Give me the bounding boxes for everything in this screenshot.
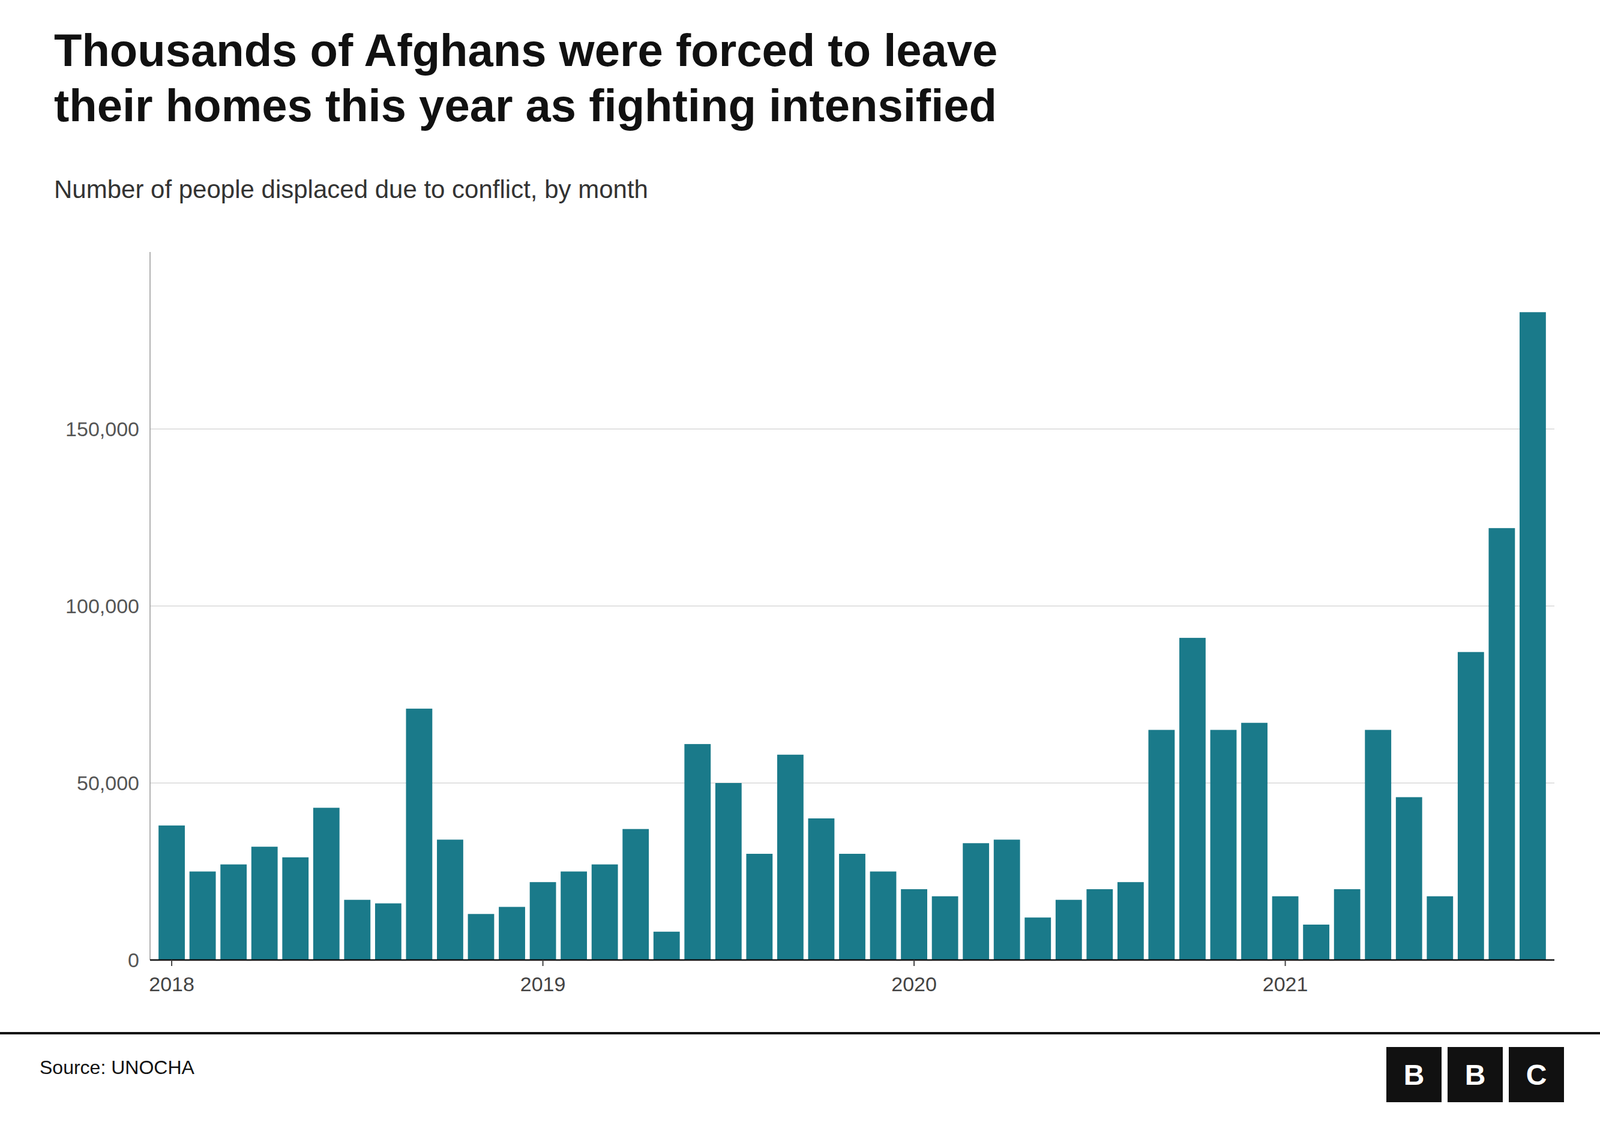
bar bbox=[1148, 730, 1176, 961]
background bbox=[0, 0, 1600, 1125]
y-tick-label: 150,000 bbox=[65, 417, 140, 441]
bar bbox=[993, 839, 1021, 961]
bar bbox=[684, 744, 711, 961]
x-tick-label: 2021 bbox=[1262, 972, 1309, 996]
x-tick-label: 2018 bbox=[148, 972, 195, 996]
source: Source: UNOCHA bbox=[39, 1056, 196, 1079]
grid-line bbox=[150, 605, 1555, 607]
bar bbox=[622, 829, 649, 961]
x-axis-line bbox=[150, 959, 1555, 962]
bar bbox=[1117, 882, 1144, 961]
bar bbox=[189, 872, 217, 961]
bar bbox=[1179, 637, 1206, 961]
y-tick-label: 0 bbox=[127, 948, 140, 972]
bar bbox=[1488, 528, 1515, 961]
y-tick-label: 50,000 bbox=[76, 771, 140, 795]
bar bbox=[1334, 889, 1361, 961]
chart: Thousands of Afghans were forced to leav… bbox=[0, 0, 1600, 1125]
x-tick-label: 2020 bbox=[891, 972, 937, 996]
x-tick bbox=[171, 960, 173, 967]
bar bbox=[468, 914, 495, 961]
bar bbox=[808, 818, 835, 961]
bar bbox=[1426, 896, 1453, 961]
bar bbox=[406, 708, 433, 961]
logo-letter: B bbox=[1403, 1059, 1425, 1092]
y-axis-line bbox=[149, 252, 151, 961]
bar bbox=[529, 882, 557, 961]
bar bbox=[1024, 917, 1051, 961]
grid bbox=[150, 429, 1555, 961]
grid-line bbox=[150, 959, 1555, 961]
bar bbox=[1055, 900, 1083, 961]
logo-letter: C bbox=[1526, 1059, 1548, 1092]
title: their homes this year as fighting intens… bbox=[54, 79, 997, 131]
grid-line bbox=[150, 428, 1555, 430]
bar bbox=[1519, 312, 1546, 961]
x-tick bbox=[542, 960, 544, 967]
bar bbox=[745, 854, 773, 961]
bar bbox=[313, 807, 340, 961]
logo-box bbox=[1386, 1047, 1442, 1103]
y-tick-label: 100,000 bbox=[65, 594, 140, 618]
bar bbox=[962, 843, 990, 961]
bar bbox=[1302, 924, 1330, 961]
bar bbox=[498, 907, 526, 961]
grid-line bbox=[150, 782, 1555, 784]
x-tick bbox=[913, 960, 915, 967]
bar bbox=[158, 825, 185, 961]
logo-box bbox=[1447, 1047, 1503, 1103]
bar bbox=[1364, 730, 1392, 961]
logo-box bbox=[1508, 1047, 1564, 1103]
bar bbox=[220, 864, 247, 961]
bar bbox=[591, 864, 619, 961]
bar bbox=[1241, 723, 1268, 961]
bar bbox=[560, 872, 587, 961]
bar bbox=[282, 857, 309, 961]
x-tick-label: 2019 bbox=[520, 972, 566, 996]
bar bbox=[777, 754, 804, 961]
logo-letter: B bbox=[1464, 1059, 1486, 1092]
bar bbox=[932, 896, 959, 961]
bar bbox=[375, 903, 402, 961]
bar bbox=[251, 846, 278, 961]
bar bbox=[1210, 730, 1237, 961]
bar bbox=[1395, 797, 1423, 961]
bar bbox=[653, 932, 680, 961]
bar bbox=[436, 839, 464, 961]
bar bbox=[1457, 652, 1485, 961]
footer-rule bbox=[0, 1032, 1600, 1035]
bar bbox=[870, 872, 897, 961]
bar bbox=[1272, 896, 1299, 961]
title: Thousands of Afghans were forced to leav… bbox=[54, 24, 998, 76]
bar bbox=[1086, 889, 1113, 961]
bars bbox=[158, 312, 1546, 961]
bar bbox=[900, 889, 928, 961]
bar bbox=[343, 900, 371, 961]
bar bbox=[839, 854, 866, 961]
x-tick bbox=[1284, 960, 1287, 967]
subtitle: Number of people displaced due to confli… bbox=[54, 175, 649, 204]
bar bbox=[715, 783, 742, 961]
